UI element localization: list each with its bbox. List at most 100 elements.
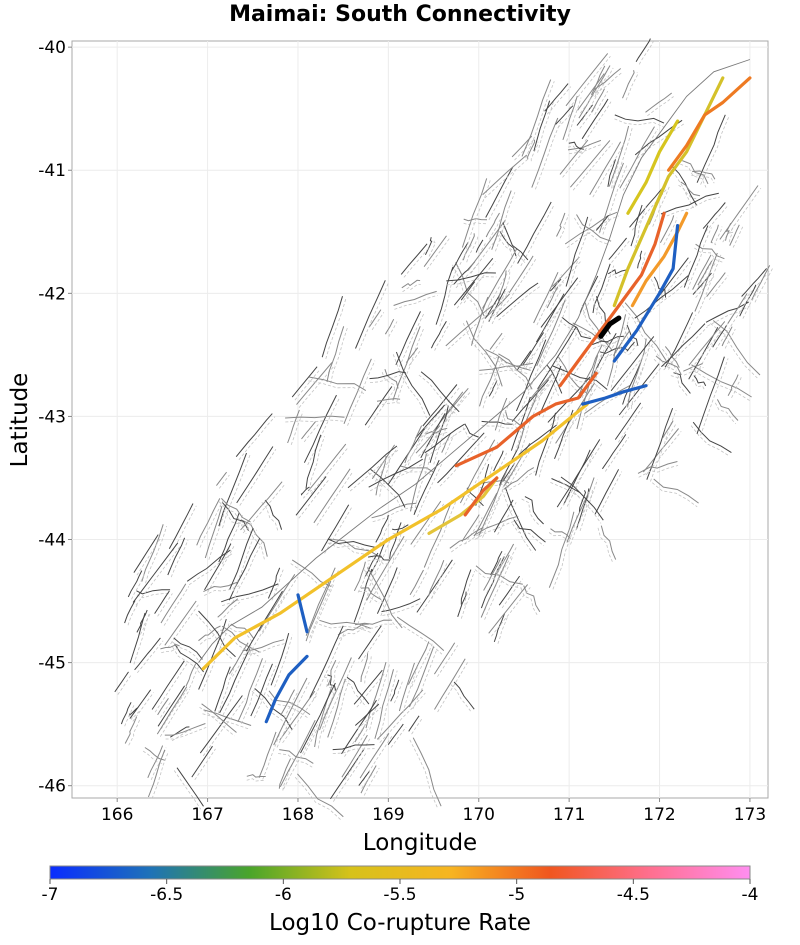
fault-trace (308, 376, 367, 392)
fault-section-outline (485, 251, 521, 312)
fault-trace (461, 178, 488, 248)
fault-section-outline (455, 264, 478, 289)
fault-section-outline (303, 424, 319, 443)
fault-trace (508, 255, 534, 293)
fault-trace (199, 695, 243, 754)
fault-trace (486, 293, 510, 318)
fault-section-outline (538, 414, 560, 478)
fault-trace (527, 139, 536, 160)
fault-section-outline (154, 663, 188, 713)
fault-trace (221, 498, 251, 523)
fault-section-outline (683, 367, 704, 376)
fault-section-outline (249, 593, 286, 654)
fault-trace (400, 465, 434, 473)
fault-section-outline (493, 553, 506, 578)
y-tick-label: -45 (38, 654, 66, 674)
fault-trace (343, 358, 372, 424)
fault-section-outline (497, 615, 509, 644)
fault-section-outline (419, 562, 456, 616)
fault-trace (491, 190, 512, 250)
fault-trace (540, 277, 579, 328)
fault-section-outline (347, 360, 376, 426)
fault-trace (557, 356, 587, 393)
fault-trace (488, 584, 528, 634)
fault-section-outline (199, 706, 235, 737)
fault-trace (296, 362, 333, 405)
fault-section-outline (446, 276, 497, 286)
fault-section-outline (496, 452, 507, 474)
fault-section-outline (194, 748, 216, 781)
fault-trace (503, 467, 535, 490)
fault-trace (341, 734, 368, 778)
fault-trace (391, 524, 409, 531)
fault-dunstan (463, 476, 499, 517)
fault-section-outline (692, 378, 705, 390)
fault-trace (751, 265, 771, 301)
fault-section-outline (728, 224, 735, 243)
fault-trace (326, 326, 345, 383)
fault-section-outline (710, 323, 758, 379)
fault-section-outline (303, 489, 312, 499)
fault-section-outline (566, 451, 594, 507)
fault-trace (186, 549, 231, 582)
fault-kekerengu (626, 119, 680, 215)
fault-section-outline (267, 694, 309, 719)
fault-trace (455, 262, 485, 317)
fault-trace (235, 413, 273, 458)
fault-section-outline (640, 252, 646, 270)
fault-trace (423, 235, 447, 267)
fault-section-outline (514, 139, 535, 161)
fault-section-outline (663, 217, 678, 246)
fault-trace (559, 139, 589, 175)
fault-section-outline (557, 108, 576, 128)
fault-section-outline (638, 465, 679, 478)
fault-section-outline (497, 502, 517, 535)
fault-section-outline (163, 586, 190, 626)
fault-trace (303, 394, 337, 463)
fault-section-outline (327, 542, 377, 552)
fault-section-outline (136, 536, 162, 576)
fault-trace (429, 405, 449, 463)
fault-section-outline (285, 419, 345, 423)
fault-section-outline (361, 628, 385, 663)
fault-trace (354, 619, 393, 626)
fault-trace (475, 565, 523, 585)
fault-section-outline (484, 556, 513, 620)
fault-section-outline (312, 627, 347, 700)
fault-trace (280, 689, 295, 716)
fault-section-outline (199, 500, 224, 548)
fault-section-outline (479, 242, 487, 256)
fault-trace (523, 585, 541, 613)
fault-trace (273, 677, 308, 746)
fault-section-outline (647, 96, 674, 117)
plot-area (71, 40, 769, 799)
fault-trace (428, 560, 445, 597)
fault-fiordland (264, 654, 309, 724)
fault-trace (622, 362, 641, 405)
fault-section-outline (582, 335, 620, 401)
fault-section-outline (512, 523, 545, 547)
fault-section-outline (423, 415, 449, 461)
y-tick-label: -46 (38, 777, 66, 797)
fault-section-outline (700, 358, 729, 436)
fault-section-outline (594, 67, 609, 98)
fault-section-outline (369, 462, 425, 492)
fault-section-outline (151, 751, 169, 799)
fault-trace (570, 140, 611, 188)
fault-trace (420, 413, 446, 459)
fault-section-outline (552, 513, 578, 590)
fault-section-outline (464, 570, 475, 606)
fault-trace (467, 219, 507, 271)
fault-section-outline (495, 192, 516, 252)
fault-trace (415, 425, 441, 454)
fault-section-outline (261, 502, 279, 533)
fault-trace (358, 625, 382, 660)
fault-section-outline (621, 366, 662, 419)
fault-section-outline (363, 767, 380, 796)
fault-trace (114, 671, 129, 693)
fault-section-outline (381, 371, 396, 392)
fault-section-outline (402, 664, 419, 713)
fault-section-outline (374, 540, 391, 576)
fault-section-outline (241, 659, 267, 724)
fault-trace (395, 311, 421, 366)
